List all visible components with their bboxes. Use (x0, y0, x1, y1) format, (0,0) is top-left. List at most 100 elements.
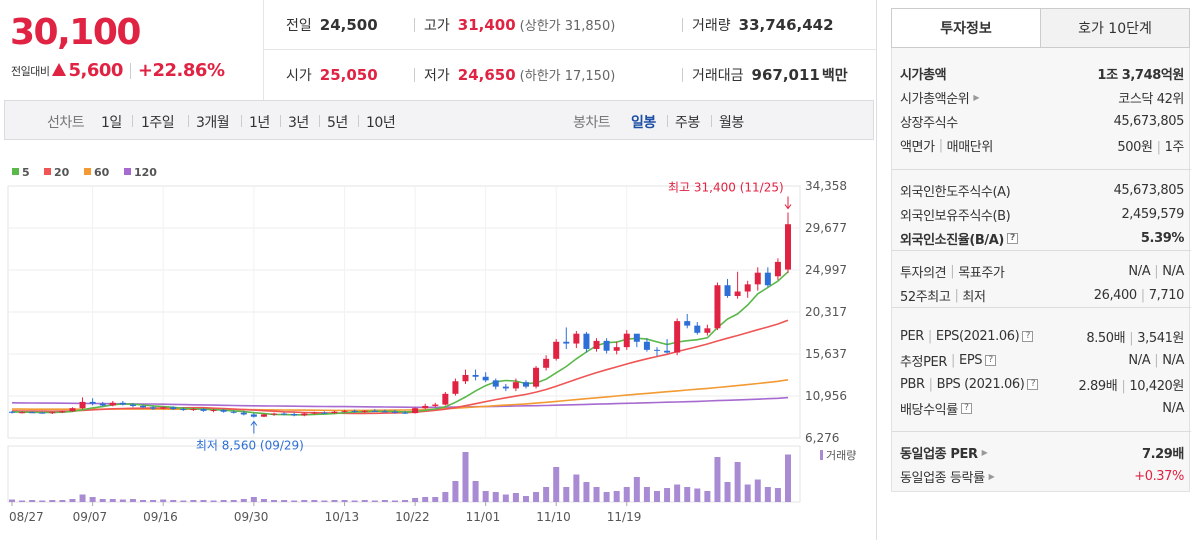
stat-label: 고가 (424, 17, 450, 34)
candle-daily[interactable]: 일봉 (631, 115, 656, 131)
volume-bar (391, 500, 398, 502)
divider (132, 115, 133, 127)
info-key-text: 시가총액순위 (900, 91, 970, 107)
candle-body (19, 412, 26, 414)
candle-body (281, 413, 288, 415)
period-10y[interactable]: 10년 (366, 115, 396, 131)
candle-monthly[interactable]: 월봉 (719, 115, 744, 131)
volume-bar (603, 492, 610, 502)
period-1d[interactable]: 1일 (101, 115, 122, 131)
volume-bar (422, 497, 429, 502)
help-icon[interactable]: ? (1022, 330, 1034, 342)
info-key-text: PER (900, 328, 924, 344)
divider: | (950, 263, 955, 279)
volume-bar (250, 497, 257, 502)
info-key-text: EPS(2021.06) (935, 328, 1020, 344)
info-key-text: 상장주식수 (900, 115, 958, 131)
info-key[interactable]: 동일업종 등락률 ▶ (900, 467, 995, 486)
chart-period-toolbar: 선차트 1일 1주일 3개월 1년 3년 5년 10년 봉차트 일봉 주봉 월봉 (4, 100, 874, 140)
volume-bar (260, 499, 267, 502)
info-value: 1조 3,748억원 (1097, 64, 1184, 83)
period-3y[interactable]: 3년 (288, 115, 309, 131)
volume-bar (311, 500, 318, 502)
info-group (892, 48, 1191, 170)
chevron-right-icon[interactable]: ▶ (973, 92, 980, 102)
candle-body (563, 341, 570, 344)
divider (414, 18, 415, 32)
candle-body (492, 380, 499, 387)
period-1y[interactable]: 1년 (249, 115, 270, 131)
period-5y[interactable]: 5년 (327, 115, 348, 131)
candle-body (79, 401, 86, 409)
volume-bar (230, 500, 237, 502)
divider (711, 115, 712, 127)
info-value-text: 3,541원 (1137, 330, 1184, 346)
candle-weekly[interactable]: 주봉 (675, 115, 700, 131)
volume-bar (291, 500, 298, 502)
candle-body (583, 333, 590, 349)
info-value: 500원 | 1주 (1117, 136, 1184, 155)
legend-label: 5 (22, 166, 30, 179)
volume-bar (442, 492, 449, 502)
info-key-text: 외국인한도주식수(A) (900, 184, 1011, 200)
info-key-text: 52주최고 (900, 289, 951, 305)
divider: | (1154, 352, 1159, 368)
tab-investment-info[interactable]: 투자정보 (892, 9, 1041, 47)
candle-body (260, 414, 267, 417)
divider (129, 62, 131, 79)
info-group (892, 251, 1191, 308)
volume-bar (160, 499, 167, 502)
period-1w[interactable]: 1주일 (141, 115, 175, 131)
info-row: 투자의견 | 목표주가 N/A | N/A (900, 260, 1184, 282)
volume-bar (543, 487, 550, 502)
chevron-right-icon[interactable]: ▶ (981, 447, 988, 457)
info-row: PER | EPS(2021.06)? 8.50배 | 3,541원 (900, 325, 1184, 347)
divider (667, 115, 668, 127)
candle-body (129, 404, 136, 406)
x-tick-label: 11/10 (536, 510, 571, 524)
candlestick-chart[interactable]: 34,358 29,677 24,997 20,317 15,637 10,956 6,27… (0, 150, 876, 540)
volume-bar (734, 462, 741, 502)
info-value-text: 5.39% (1140, 230, 1185, 246)
candle-body (250, 414, 257, 417)
volume-bar (109, 499, 116, 502)
candle-body (99, 403, 106, 406)
chart-svg[interactable]: 34,358 29,677 24,997 20,317 15,637 10,956 6,27… (0, 150, 876, 540)
volume-bar (553, 467, 560, 502)
prev-close-stat: 전일 24,500 (286, 15, 378, 35)
info-key[interactable]: 동일업종 PER ▶ (900, 443, 988, 462)
help-icon[interactable]: ? (1006, 232, 1018, 244)
help-icon[interactable]: ? (1027, 378, 1039, 390)
x-tick-label: 09/16 (143, 510, 178, 524)
tab-order-book[interactable]: 호가 10단계 (1041, 9, 1189, 47)
volume-bar (170, 500, 177, 502)
moving-average-ma120 (11, 396, 789, 409)
volume-bar (593, 487, 600, 502)
low-stat: 저가 24,650 (하한가 17,150) (424, 65, 615, 85)
volume-bar (99, 499, 106, 502)
chevron-right-icon[interactable]: ▶ (988, 471, 995, 481)
candle-body (502, 386, 509, 389)
volume-bar (220, 500, 227, 502)
volume-bar (684, 487, 691, 502)
candle-body (160, 407, 167, 409)
help-icon[interactable]: ? (985, 354, 997, 366)
info-value: 45,673,805 (1114, 183, 1185, 198)
info-key-text: 최저 (962, 289, 986, 305)
volume-bar (502, 494, 509, 502)
help-icon[interactable]: ? (960, 402, 972, 414)
investment-info-panel: 투자정보 호가 10단계 시가총액 1조 3,748억원 시가총액순위 ▶ 코스닥 42… (891, 8, 1191, 492)
candle-body (240, 412, 247, 415)
volume-bar (472, 481, 479, 502)
trade-value: 967,011 (751, 66, 820, 84)
candle-body (512, 382, 519, 389)
info-key[interactable]: 시가총액순위 ▶ (900, 88, 980, 107)
info-key-text: 시가총액 (900, 67, 947, 83)
candle-body (452, 381, 459, 394)
moving-average-ma20 (11, 319, 789, 415)
candle-body (704, 328, 711, 333)
divider (414, 68, 415, 82)
line-chart-label: 선차트 (47, 115, 85, 131)
price-stats: 전일 24,500 고가 31,400 (상한가 31,850) 거래량 33,… (264, 0, 877, 100)
period-3m[interactable]: 3개월 (196, 115, 230, 131)
